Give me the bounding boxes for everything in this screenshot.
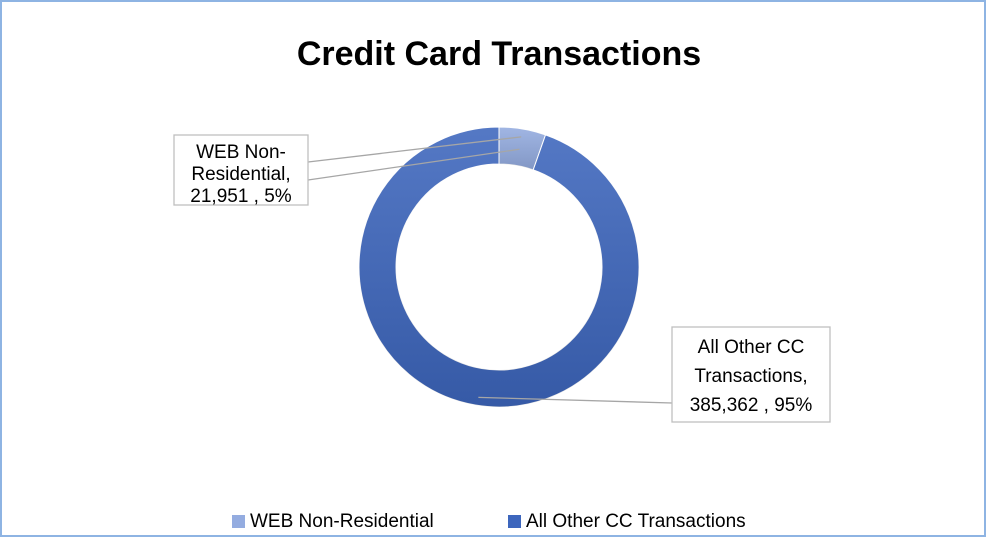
label-box: [671, 326, 831, 423]
data-label-value: 21,951 , 5%: [190, 186, 292, 207]
chart-title: Credit Card Transactions: [297, 35, 701, 73]
leader-line: [307, 136, 522, 163]
data-label: WEB Non-: [196, 142, 286, 163]
label-box: [173, 134, 309, 206]
legend-swatch: [508, 515, 521, 528]
data-label: Transactions,: [694, 366, 807, 387]
plot: WEB Non-Residential,21,951 , 5% All Other…: [173, 126, 831, 532]
legend-label: All Other CC Transactions: [526, 511, 746, 532]
legend-label: WEB Non-Residential: [250, 511, 434, 532]
legend-swatch: [232, 515, 245, 528]
leader-line: [307, 148, 520, 181]
data-label-value: 385,362 , 95%: [690, 395, 813, 416]
data-label: All Other CC: [698, 337, 805, 358]
leader-line: [478, 396, 673, 404]
data-label: Residential,: [191, 164, 290, 185]
